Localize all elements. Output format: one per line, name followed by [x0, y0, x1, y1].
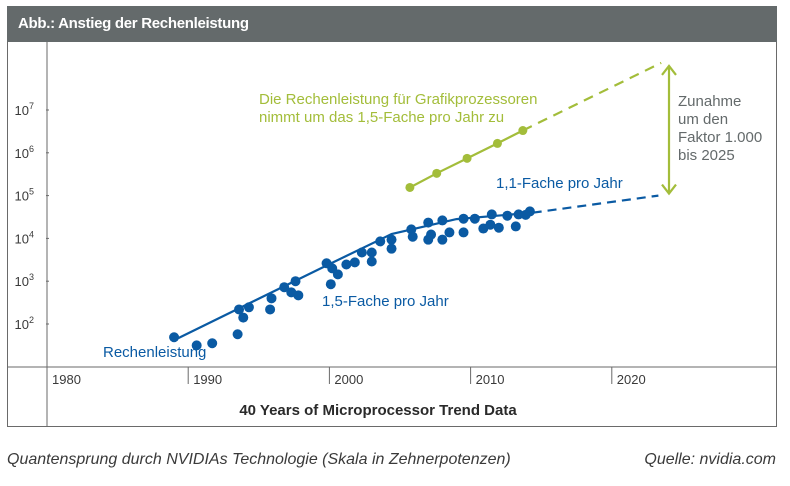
- cpu-data-point: [407, 231, 418, 242]
- gpu-annotation-line2: nimmt um das 1,5-Fache pro Jahr zu: [259, 109, 504, 126]
- cpu-data-point: [469, 213, 480, 224]
- cpu-data-point: [191, 340, 202, 351]
- axes: [7, 42, 776, 426]
- chart-header: Abb.: Anstieg der Rechenleistung: [7, 6, 777, 42]
- gpu-data-point: [492, 138, 502, 148]
- y-tick-label: 107: [15, 101, 34, 118]
- x-axis-title: 40 Years of Microprocessor Trend Data: [239, 402, 517, 419]
- cpu-data-point: [444, 227, 455, 238]
- y-tick-label: 104: [15, 229, 34, 246]
- gpu-data-point: [518, 126, 528, 136]
- cpu-data-point: [279, 282, 290, 293]
- cpu-data-point: [265, 304, 276, 315]
- gpu-data-point: [432, 168, 442, 178]
- cpu-data-point: [232, 329, 243, 340]
- gpu-annotation-line1: Die Rechenleistung für Grafikprozessoren: [259, 91, 537, 108]
- figure-caption: Quantensprung durch NVIDIAs Technologie …: [7, 451, 511, 468]
- gap-annotation-line2: um den: [678, 111, 728, 128]
- gpu-projection-line: [522, 61, 662, 132]
- cpu-data-point: [437, 215, 448, 226]
- y-tick-label: 102: [15, 315, 34, 332]
- gpu-data-point: [405, 182, 415, 192]
- cpu-data-point: [234, 304, 245, 315]
- cpu-data-point: [458, 227, 469, 238]
- cpu-data-point: [325, 279, 336, 290]
- cpu-rate-early-label: 1,5-Fache pro Jahr: [322, 293, 449, 310]
- figure-source: Quelle: nvidia.com: [644, 451, 776, 468]
- cpu-data-point: [290, 276, 301, 287]
- cpu-data-point: [423, 217, 434, 228]
- x-tick-label: 1990: [193, 372, 222, 387]
- cpu-data-point: [386, 234, 397, 245]
- gap-arrow-head-up: [661, 64, 677, 76]
- cpu-data-point: [437, 234, 448, 245]
- gap-annotation-line1: Zunahme: [678, 93, 741, 110]
- cpu-data-point: [366, 247, 377, 258]
- cpu-data-point: [356, 247, 367, 258]
- cpu-data-point: [513, 209, 524, 220]
- cpu-data-point: [486, 209, 497, 220]
- series-layer: [169, 61, 677, 351]
- cpu-data-point: [169, 332, 180, 343]
- cpu-data-point: [243, 302, 254, 313]
- annotation-layer: Die Rechenleistung für Grafikprozessoren…: [103, 91, 762, 419]
- chart-title: Abb.: Anstieg der Rechenleistung: [18, 15, 249, 32]
- cpu-data-point: [493, 222, 504, 233]
- cpu-data-point: [349, 257, 360, 268]
- cpu-data-point: [386, 243, 397, 254]
- cpu-data-point: [426, 229, 437, 240]
- cpu-data-point: [293, 290, 304, 301]
- cpu-projection-line: [532, 194, 659, 214]
- x-tick-label: 1980: [52, 372, 81, 387]
- cpu-trend-line: [177, 211, 533, 340]
- cpu-data-point: [485, 219, 496, 230]
- cpu-data-point: [510, 221, 521, 232]
- gap-annotation-line4: bis 2025: [678, 147, 735, 164]
- gpu-data-point: [462, 153, 472, 163]
- y-tick-label: 105: [15, 187, 34, 204]
- x-tick-label: 2010: [476, 372, 505, 387]
- y-tick-label: 103: [15, 272, 34, 289]
- y-tick-label: 106: [15, 144, 34, 161]
- cpu-data-point: [266, 293, 277, 304]
- x-tick-label: 2020: [617, 372, 646, 387]
- x-tick-label: 2000: [334, 372, 363, 387]
- cpu-data-point: [458, 213, 469, 224]
- cpu-data-point: [524, 206, 535, 217]
- chart-frame: [7, 42, 777, 427]
- gap-arrow-head-down: [661, 183, 677, 196]
- x-axis-ticks: 1980 1990 2000 2010 2020: [52, 367, 646, 387]
- cpu-data-point: [341, 259, 352, 270]
- cpu-data-point: [375, 236, 386, 247]
- cpu-series-label: Rechenleistung: [103, 344, 206, 361]
- cpu-data-point: [366, 256, 377, 267]
- cpu-data-point: [332, 269, 343, 280]
- cpu-rate-late-label: 1,1-Fache pro Jahr: [496, 175, 623, 192]
- gap-annotation-line3: Faktor 1.000: [678, 129, 762, 146]
- y-axis-ticks: 102 103 104 105 106 107: [15, 101, 49, 332]
- cpu-data-point: [207, 338, 218, 349]
- cpu-data-point: [238, 312, 249, 323]
- cpu-data-point: [502, 210, 513, 221]
